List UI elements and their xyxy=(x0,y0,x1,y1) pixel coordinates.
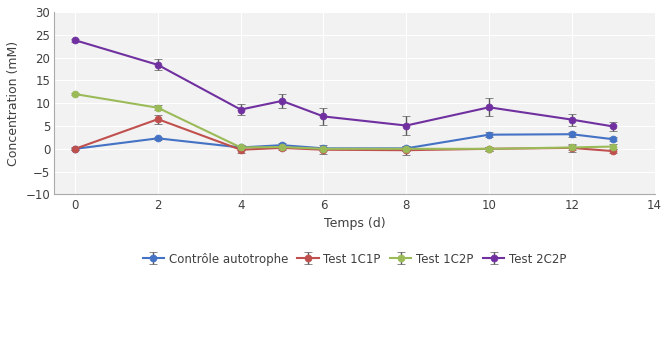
X-axis label: Temps (d): Temps (d) xyxy=(324,217,385,230)
Legend: Contrôle autotrophe, Test 1C1P, Test 1C2P, Test 2C2P: Contrôle autotrophe, Test 1C1P, Test 1C2… xyxy=(138,248,571,270)
Y-axis label: Concentration (mM): Concentration (mM) xyxy=(7,40,20,166)
